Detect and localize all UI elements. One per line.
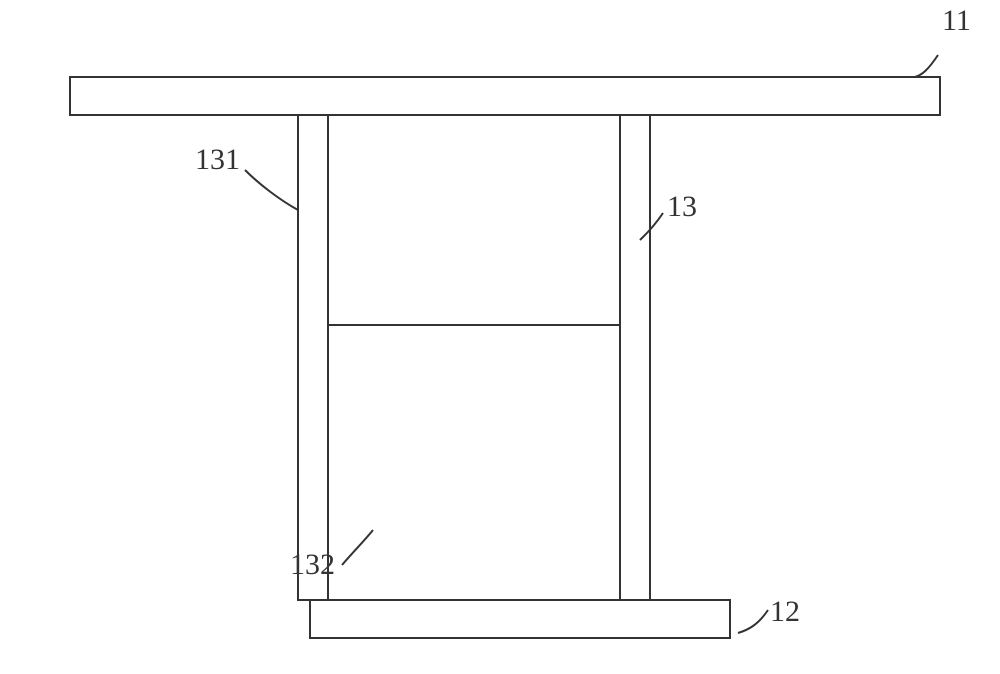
leader-131	[245, 170, 298, 210]
label-11: 11	[942, 4, 971, 38]
left-leg-shape	[298, 115, 328, 600]
leader-132	[342, 530, 373, 565]
leader-11	[915, 55, 938, 77]
inner-box-shape	[328, 325, 620, 600]
label-132: 132	[290, 548, 335, 582]
top-bar-shape	[70, 77, 940, 115]
right-leg-shape	[620, 115, 650, 600]
label-13: 13	[667, 190, 697, 224]
diagram-svg	[0, 0, 1000, 674]
label-131: 131	[195, 143, 240, 177]
label-12: 12	[770, 595, 800, 629]
leader-12	[738, 610, 768, 633]
leaders-group	[245, 55, 938, 633]
bottom-bar-shape	[310, 600, 730, 638]
leader-13	[640, 213, 663, 240]
